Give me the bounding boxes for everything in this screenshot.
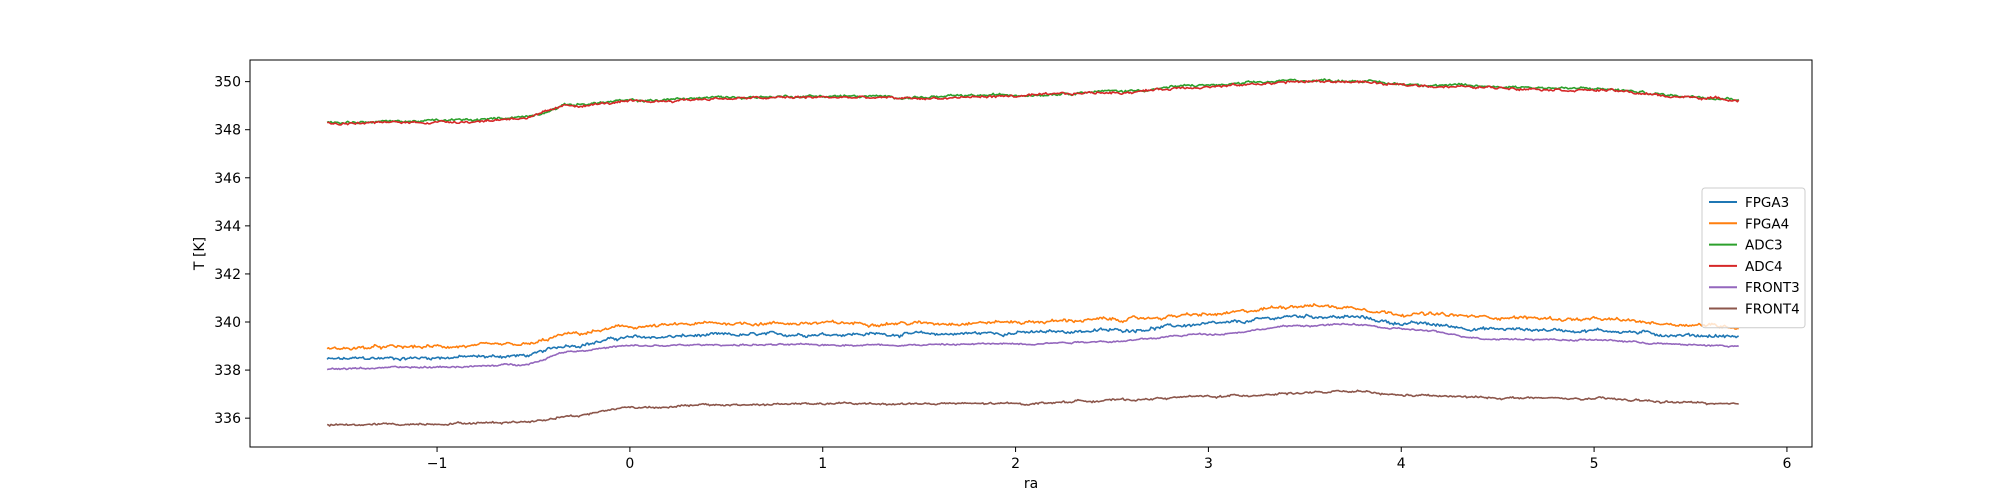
y-axis-label: T [K] (192, 237, 208, 271)
legend-label: ADC3 (1745, 238, 1783, 254)
x-tick-label: 4 (1397, 456, 1406, 472)
legend-label: FPGA3 (1745, 195, 1789, 211)
series-line-front4 (326, 389, 1739, 427)
x-tick-label: 1 (818, 456, 827, 472)
legend-label: FPGA4 (1745, 216, 1789, 232)
series-line-fpga4 (326, 303, 1740, 351)
legend-label: ADC4 (1745, 259, 1783, 275)
y-tick-label: 348 (214, 123, 241, 139)
y-tick-label: 338 (214, 363, 241, 379)
x-tick-label: 5 (1590, 456, 1599, 472)
plot-frame (249, 59, 1813, 448)
y-tick-label: 340 (214, 315, 241, 331)
y-tick-label: 346 (214, 171, 241, 187)
x-tick-label: 3 (1204, 456, 1213, 472)
series-line-fpga3 (326, 313, 1739, 362)
legend-label: FRONT4 (1745, 302, 1800, 318)
x-axis: −1 0 1 2 3 4 5 6 (427, 447, 1791, 472)
x-axis-label: ra (1024, 476, 1038, 492)
y-axis: 336 338 340 342 344 346 348 350 (214, 75, 250, 427)
x-tick-label: 6 (1782, 456, 1791, 472)
y-tick-label: 342 (214, 267, 241, 283)
series-line-adc4 (326, 79, 1740, 126)
legend-label: FRONT3 (1745, 280, 1800, 296)
y-tick-label: 350 (214, 75, 241, 91)
series-lines (326, 78, 1740, 427)
y-tick-label: 344 (214, 219, 241, 235)
series-line-adc3 (326, 78, 1740, 125)
series-line-front3 (326, 322, 1740, 371)
legend: FPGA3 FPGA4 ADC3 ADC4 FRONT3 FRONT4 (1701, 187, 1806, 329)
y-tick-label: 336 (214, 411, 241, 427)
x-tick-label: 2 (1011, 456, 1020, 472)
x-tick-label: −1 (427, 456, 448, 472)
x-tick-label: 0 (625, 456, 634, 472)
